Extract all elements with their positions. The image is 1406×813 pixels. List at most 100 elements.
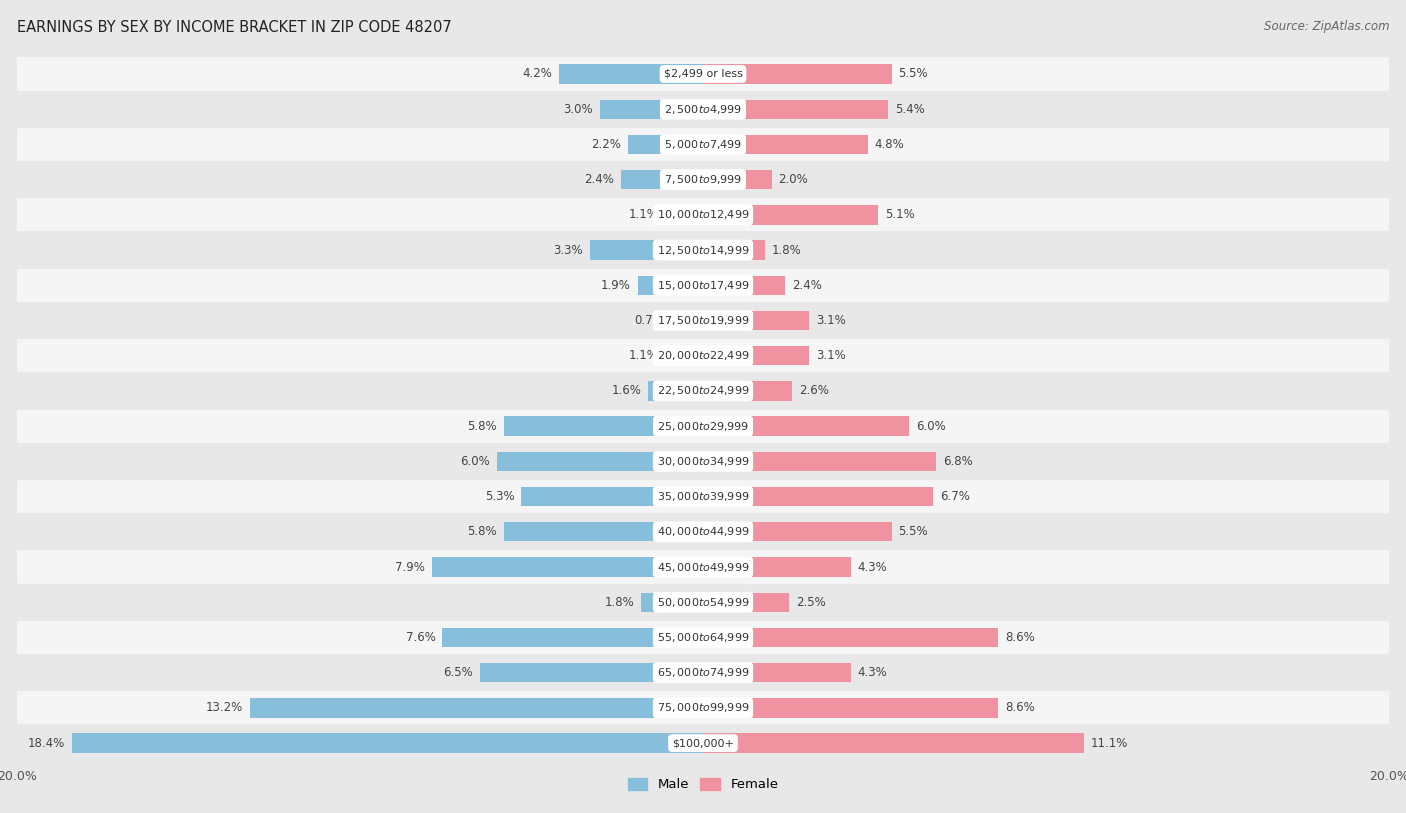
Bar — [703, 381, 792, 401]
Text: 3.3%: 3.3% — [554, 244, 583, 257]
Bar — [703, 241, 765, 259]
Bar — [703, 416, 908, 436]
Bar — [648, 381, 703, 401]
Text: 1.8%: 1.8% — [772, 244, 801, 257]
Bar — [703, 135, 868, 154]
Text: 6.0%: 6.0% — [915, 420, 945, 433]
Text: 1.1%: 1.1% — [628, 208, 658, 221]
Text: 5.5%: 5.5% — [898, 67, 928, 80]
Text: 6.8%: 6.8% — [943, 454, 973, 467]
Text: 2.6%: 2.6% — [799, 385, 830, 398]
Bar — [503, 416, 703, 436]
Text: 5.8%: 5.8% — [468, 525, 498, 538]
Text: EARNINGS BY SEX BY INCOME BRACKET IN ZIP CODE 48207: EARNINGS BY SEX BY INCOME BRACKET IN ZIP… — [17, 20, 451, 35]
Bar — [17, 514, 1389, 550]
Text: 1.1%: 1.1% — [628, 350, 658, 363]
Text: 1.9%: 1.9% — [602, 279, 631, 292]
Bar — [620, 170, 703, 189]
Text: $2,500 to $4,999: $2,500 to $4,999 — [664, 102, 742, 115]
Bar — [703, 346, 810, 365]
Bar — [703, 487, 932, 506]
Bar — [641, 593, 703, 612]
Text: $75,000 to $99,999: $75,000 to $99,999 — [657, 702, 749, 715]
Text: 6.5%: 6.5% — [443, 666, 474, 679]
Bar — [498, 452, 703, 471]
Bar — [17, 127, 1389, 162]
Text: 18.4%: 18.4% — [28, 737, 65, 750]
Bar — [17, 690, 1389, 725]
Text: $35,000 to $39,999: $35,000 to $39,999 — [657, 490, 749, 503]
Bar — [432, 558, 703, 576]
Text: 2.0%: 2.0% — [779, 173, 808, 186]
Legend: Male, Female: Male, Female — [623, 773, 783, 797]
Bar — [703, 558, 851, 576]
Text: 2.5%: 2.5% — [796, 596, 825, 609]
Bar — [17, 338, 1389, 373]
Bar — [589, 241, 703, 259]
Bar — [600, 99, 703, 119]
Text: $5,000 to $7,499: $5,000 to $7,499 — [664, 138, 742, 151]
Bar — [679, 311, 703, 330]
Text: 8.6%: 8.6% — [1005, 631, 1035, 644]
Bar — [703, 628, 998, 647]
Text: $22,500 to $24,999: $22,500 to $24,999 — [657, 385, 749, 398]
Bar — [703, 522, 891, 541]
Text: $10,000 to $12,499: $10,000 to $12,499 — [657, 208, 749, 221]
Text: 0.71%: 0.71% — [634, 314, 672, 327]
Text: 3.1%: 3.1% — [817, 314, 846, 327]
Bar — [703, 276, 786, 295]
Text: 4.3%: 4.3% — [858, 560, 887, 573]
Bar — [703, 99, 889, 119]
Bar — [17, 233, 1389, 267]
Bar — [17, 373, 1389, 409]
Text: $30,000 to $34,999: $30,000 to $34,999 — [657, 454, 749, 467]
Bar — [703, 170, 772, 189]
Text: $20,000 to $22,499: $20,000 to $22,499 — [657, 350, 749, 363]
Bar — [443, 628, 703, 647]
Text: $2,499 or less: $2,499 or less — [664, 69, 742, 79]
Bar — [17, 585, 1389, 620]
Text: Source: ZipAtlas.com: Source: ZipAtlas.com — [1264, 20, 1389, 33]
Text: $17,500 to $19,999: $17,500 to $19,999 — [657, 314, 749, 327]
Bar — [17, 620, 1389, 655]
Bar — [17, 303, 1389, 338]
Bar — [17, 267, 1389, 303]
Bar — [665, 205, 703, 224]
Text: 7.9%: 7.9% — [395, 560, 425, 573]
Bar — [703, 311, 810, 330]
Bar — [17, 162, 1389, 198]
Text: $25,000 to $29,999: $25,000 to $29,999 — [657, 420, 749, 433]
Bar — [17, 92, 1389, 127]
Bar — [665, 346, 703, 365]
Bar — [703, 452, 936, 471]
Text: 5.4%: 5.4% — [896, 102, 925, 115]
Text: 4.8%: 4.8% — [875, 138, 904, 151]
Text: $40,000 to $44,999: $40,000 to $44,999 — [657, 525, 749, 538]
Text: 13.2%: 13.2% — [207, 702, 243, 715]
Bar — [17, 198, 1389, 233]
Bar — [17, 56, 1389, 92]
Bar — [479, 663, 703, 682]
Bar — [17, 479, 1389, 514]
Text: 11.1%: 11.1% — [1091, 737, 1128, 750]
Text: 6.0%: 6.0% — [461, 454, 491, 467]
Bar — [703, 205, 877, 224]
Bar — [522, 487, 703, 506]
Bar — [17, 444, 1389, 479]
Text: 5.3%: 5.3% — [485, 490, 515, 503]
Text: 1.6%: 1.6% — [612, 385, 641, 398]
Bar — [703, 733, 1084, 753]
Bar — [703, 663, 851, 682]
Text: 5.1%: 5.1% — [884, 208, 914, 221]
Text: 1.8%: 1.8% — [605, 596, 634, 609]
Text: 5.5%: 5.5% — [898, 525, 928, 538]
Text: $45,000 to $49,999: $45,000 to $49,999 — [657, 560, 749, 573]
Bar — [503, 522, 703, 541]
Text: 6.7%: 6.7% — [939, 490, 970, 503]
Text: $55,000 to $64,999: $55,000 to $64,999 — [657, 631, 749, 644]
Text: 2.4%: 2.4% — [583, 173, 614, 186]
Bar — [703, 698, 998, 718]
Text: $7,500 to $9,999: $7,500 to $9,999 — [664, 173, 742, 186]
Text: 3.0%: 3.0% — [564, 102, 593, 115]
Bar — [638, 276, 703, 295]
